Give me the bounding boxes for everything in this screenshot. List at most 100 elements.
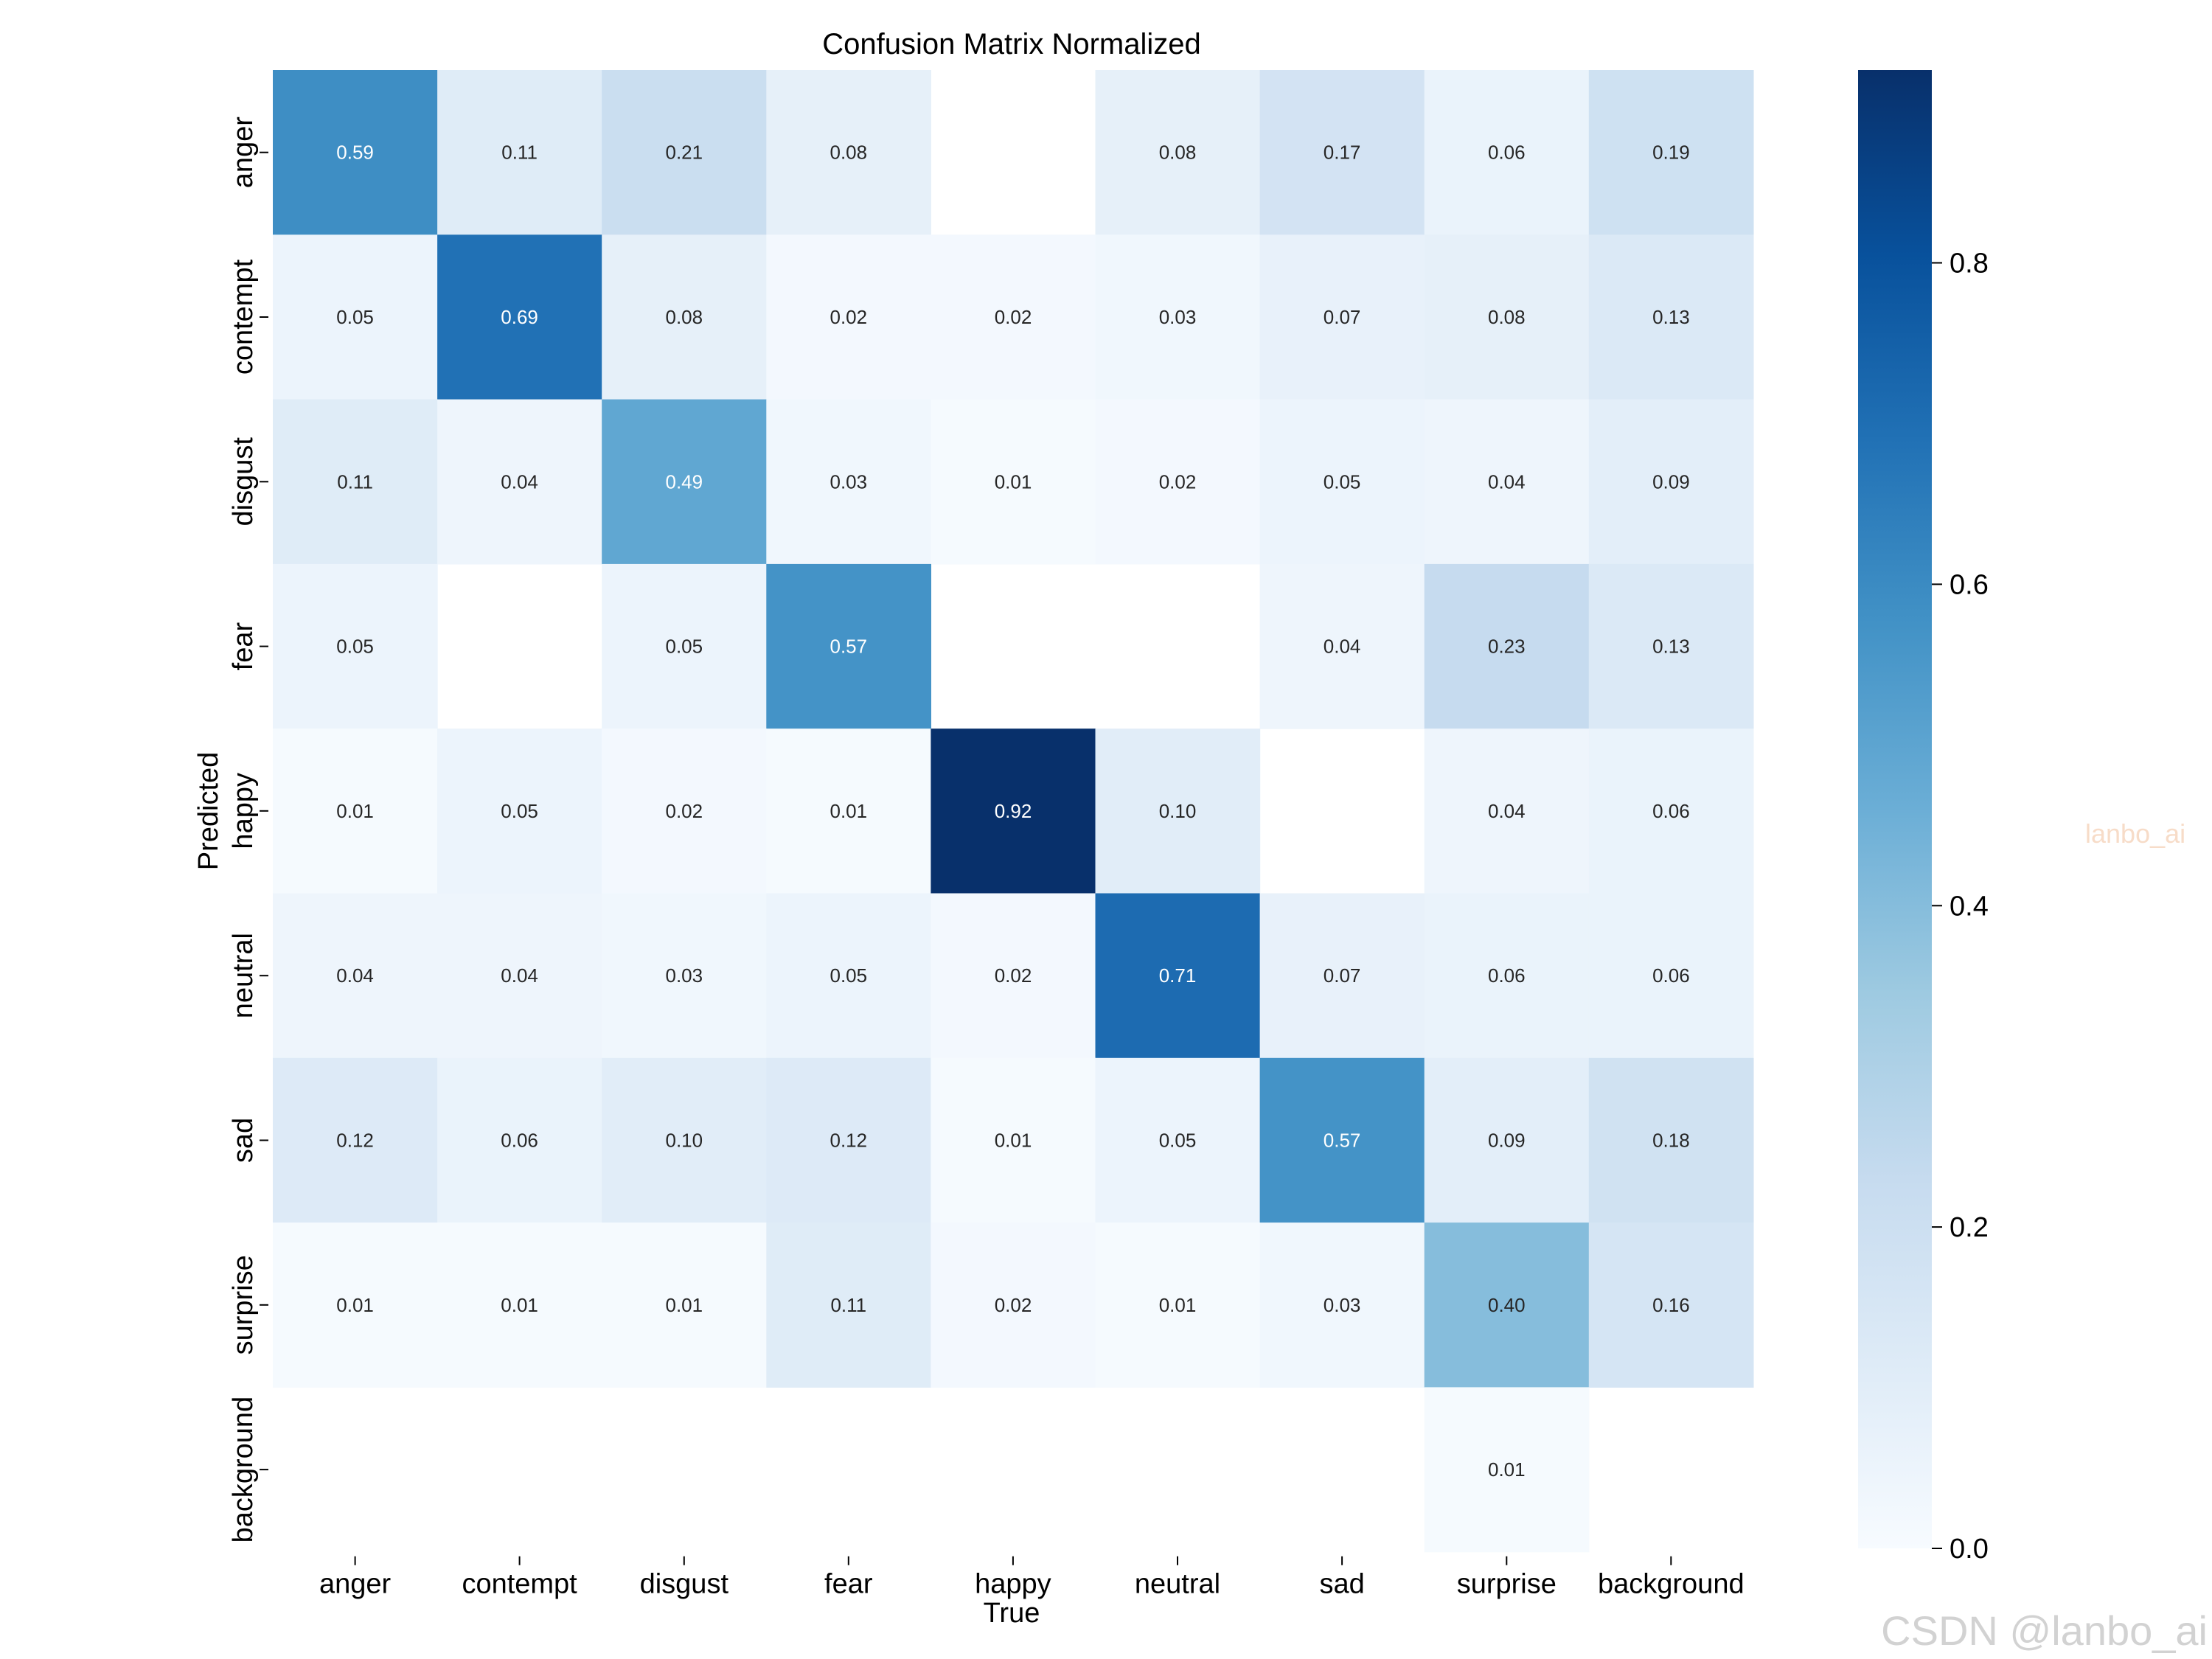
cell-contempt-disgust (602, 234, 767, 400)
cell-fear-fear (766, 563, 931, 729)
x-axis-label: True (984, 1598, 1040, 1629)
cell-neutral-sad (1259, 893, 1425, 1059)
x-tick-label: background (1598, 1569, 1745, 1600)
cell-happy-anger (273, 728, 438, 894)
cell-fear-surprise (1424, 563, 1590, 729)
cell-happy-surprise (1424, 728, 1590, 894)
cell-happy-contempt (437, 728, 602, 894)
cell-label: 0.02 (665, 800, 703, 822)
cell-anger-background (1588, 70, 1754, 235)
cell-fear-sad (1259, 563, 1425, 729)
cell-anger-disgust (602, 70, 767, 235)
cell-label: 0.05 (1324, 470, 1361, 493)
cell-contempt-fear (766, 234, 931, 400)
cell-label: 0.03 (1159, 306, 1197, 328)
cell-label: 0.23 (1488, 636, 1526, 658)
cell-contempt-surprise (1424, 234, 1590, 400)
cell-disgust-contempt (437, 399, 602, 565)
cell-label: 0.16 (1652, 1294, 1690, 1316)
cell-label: 0.03 (1324, 1294, 1361, 1316)
cell-label: 0.03 (665, 964, 703, 987)
cell-label: 0.09 (1488, 1130, 1526, 1152)
cell-neutral-fear (766, 893, 931, 1059)
y-tick-label: neutral (228, 933, 259, 1018)
cell-surprise-contempt (437, 1222, 602, 1388)
cell-label: 0.07 (1324, 964, 1361, 987)
cell-neutral-surprise (1424, 893, 1590, 1059)
cell-label: 0.08 (1488, 306, 1526, 328)
cell-label: 0.02 (995, 306, 1032, 328)
colorbar-gradient (1858, 70, 1932, 1548)
colorbar-tick-label: 0.8 (1950, 248, 1989, 279)
x-tick-label: fear (824, 1569, 873, 1600)
cell-label: 0.08 (665, 306, 703, 328)
cell-label: 0.08 (1159, 142, 1197, 164)
cell-label: 0.04 (1324, 636, 1361, 658)
cell-label: 0.12 (830, 1130, 867, 1152)
x-axis: anger contempt disgust fear happy neutral sad s… (319, 1556, 1745, 1600)
cell-anger-contempt (437, 70, 602, 235)
cell-surprise-neutral (1095, 1222, 1261, 1388)
cell-surprise-surprise (1424, 1222, 1590, 1388)
cell-surprise-anger (273, 1222, 438, 1388)
cell-label: 0.01 (336, 800, 374, 822)
cell-label: 0.04 (336, 964, 374, 987)
cell-label: 0.06 (1488, 964, 1526, 987)
x-tick-label: sad (1319, 1569, 1364, 1600)
cell-fear-disgust (602, 563, 767, 729)
y-tick-label: anger (228, 116, 259, 189)
cell-neutral-neutral (1095, 893, 1261, 1059)
cell-label: 0.05 (830, 964, 867, 987)
cell-label: 0.06 (1652, 964, 1690, 987)
cell-sad-sad (1259, 1057, 1425, 1223)
cell-label: 0.71 (1159, 964, 1197, 987)
colorbar-tick-label: 0.6 (1950, 569, 1989, 600)
cell-label: 0.59 (336, 142, 374, 164)
cell-happy-neutral (1095, 728, 1261, 894)
cell-label: 0.40 (1488, 1294, 1526, 1316)
cell-disgust-neutral (1095, 399, 1261, 565)
cell-fear-background (1588, 563, 1754, 729)
cell-label: 0.04 (1488, 800, 1526, 822)
cell-label: 0.49 (665, 470, 703, 493)
watermark-side: lanbo_ai (2085, 818, 2186, 849)
cell-anger-surprise (1424, 70, 1590, 235)
cell-disgust-disgust (602, 399, 767, 565)
cell-label: 0.04 (1488, 470, 1526, 493)
cell-label: 0.01 (995, 1130, 1032, 1152)
cell-neutral-happy (931, 893, 1096, 1059)
cell-surprise-sad (1259, 1222, 1425, 1388)
cell-label: 0.02 (830, 306, 867, 328)
cell-neutral-contempt (437, 893, 602, 1059)
x-tick-label: contempt (462, 1569, 577, 1600)
cell-contempt-sad (1259, 234, 1425, 400)
cell-sad-disgust (602, 1057, 767, 1223)
cell-label: 0.12 (336, 1130, 374, 1152)
cell-fear-anger (273, 563, 438, 729)
cell-contempt-happy (931, 234, 1096, 400)
cell-surprise-disgust (602, 1222, 767, 1388)
x-tick-label: disgust (640, 1569, 729, 1600)
cell-sad-happy (931, 1057, 1096, 1223)
cell-anger-neutral (1095, 70, 1261, 235)
cell-label: 0.07 (1324, 306, 1361, 328)
y-axis: anger contempt disgust fear happy neutral sad s… (228, 116, 268, 1543)
cell-sad-neutral (1095, 1057, 1261, 1223)
y-tick-label: fear (228, 622, 259, 671)
cell-neutral-anger (273, 893, 438, 1059)
cell-label: 0.10 (665, 1130, 703, 1152)
cell-label: 0.13 (1652, 636, 1690, 658)
colorbar-tick-label: 0.2 (1950, 1212, 1989, 1243)
y-tick-label: contempt (228, 259, 259, 375)
cell-disgust-surprise (1424, 399, 1590, 565)
cell-anger-anger (273, 70, 438, 235)
cell-sad-background (1588, 1057, 1754, 1223)
watermark-bottom: CSDN @lanbo_ai (1881, 1607, 2208, 1654)
cell-surprise-background (1588, 1222, 1754, 1388)
y-tick-label: background (228, 1397, 259, 1543)
cell-surprise-happy (931, 1222, 1096, 1388)
cell-sad-anger (273, 1057, 438, 1223)
cell-label: 0.92 (995, 800, 1032, 822)
cell-contempt-background (1588, 234, 1754, 400)
